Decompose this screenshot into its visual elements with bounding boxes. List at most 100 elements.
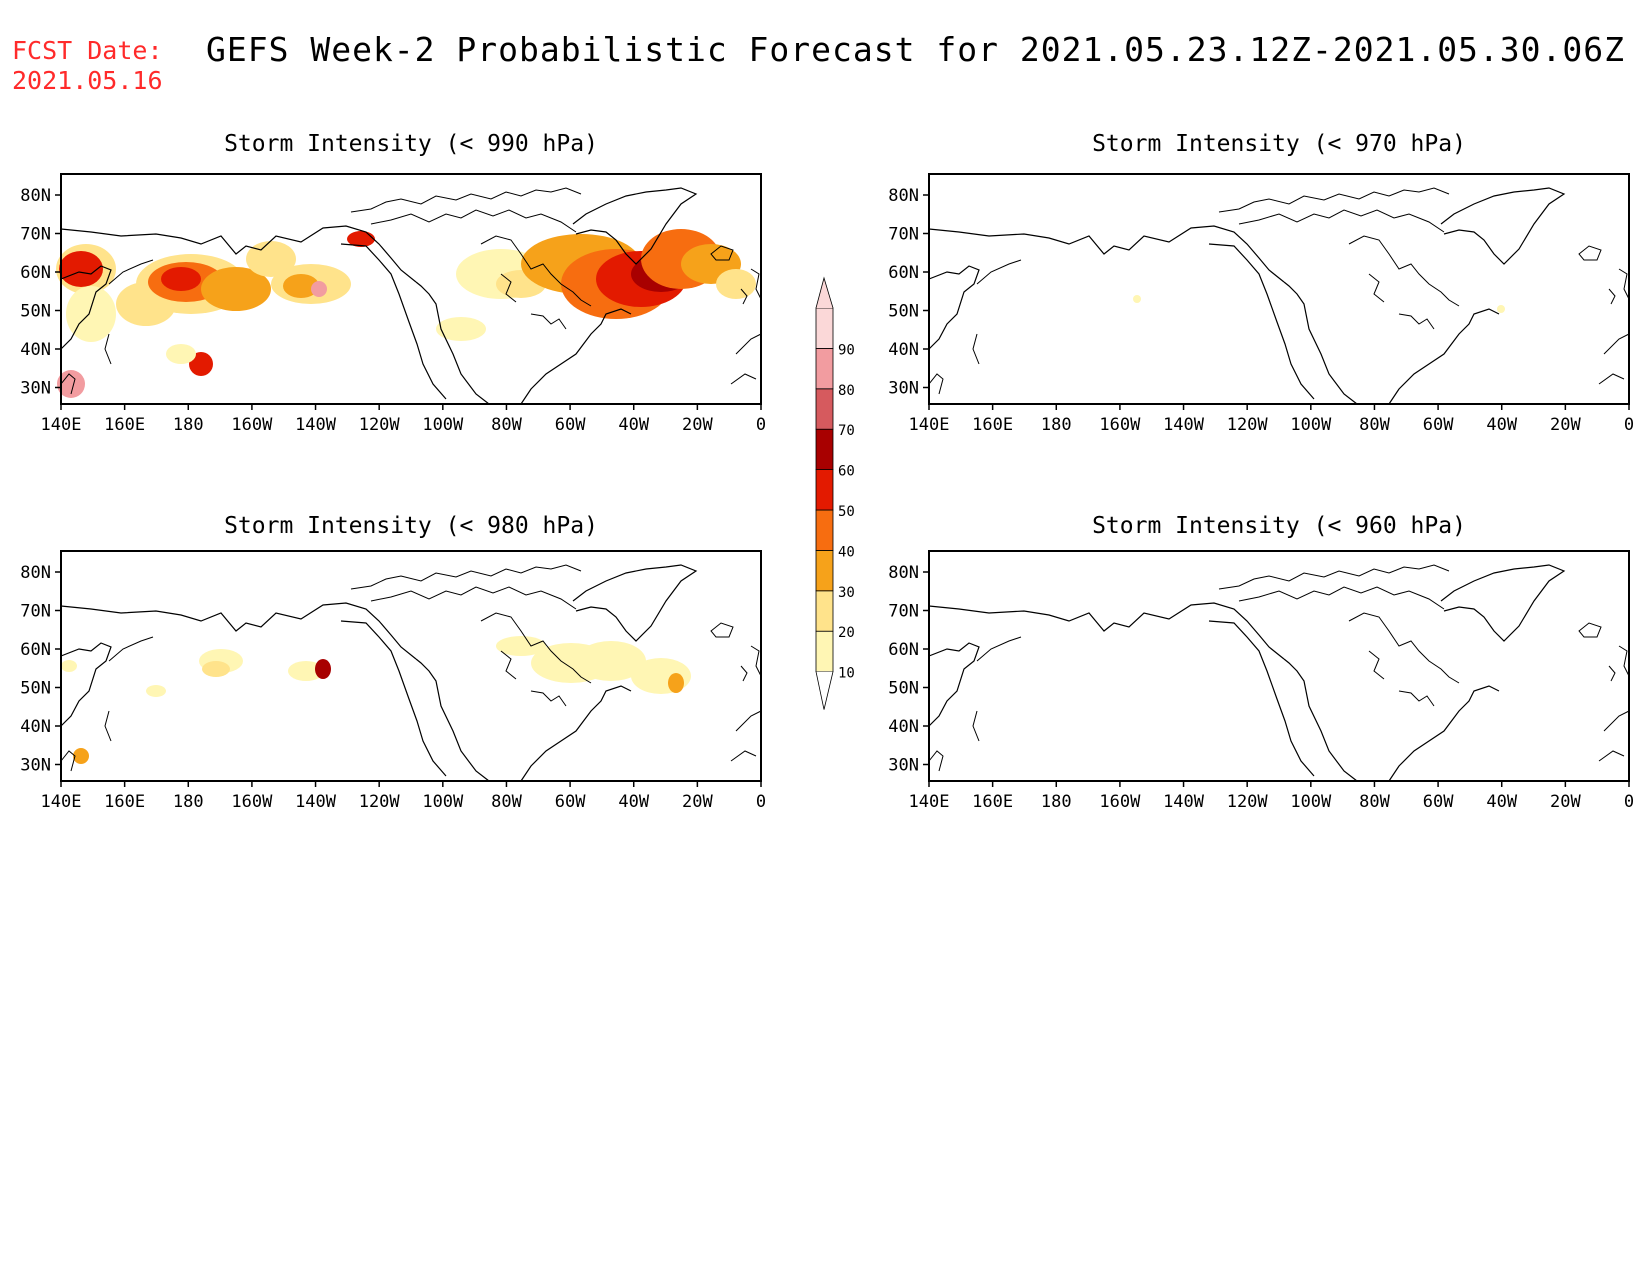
colorbar: 10 20 30 40 50 60 70 80 90 [815, 276, 855, 710]
x-tick-label: 160W [231, 792, 273, 812]
probability-area [496, 636, 546, 656]
probability-area [288, 661, 324, 681]
map-panel-p980: 140E 160E 180 160W 140W 120W 100W 80W 60W 40W 20W 0… [20, 550, 766, 812]
map-frame [928, 550, 1630, 782]
panel-title-970: Storm Intensity (< 970 hPa) [1092, 131, 1466, 157]
x-tick-label: 140W [1163, 415, 1205, 435]
colorbar-swatch [815, 509, 834, 551]
probability-area [201, 267, 271, 311]
x-tick-label: 160W [1099, 792, 1141, 812]
x-tick-label: 180 [1041, 415, 1072, 435]
x-tick-label: 140E [41, 415, 82, 435]
y-tick-label: 40N [888, 340, 919, 360]
y-tick-label: 40N [20, 340, 51, 360]
probability-area [246, 241, 296, 277]
y-tick-label: 50N [20, 302, 51, 322]
y-tick-label: 30N [20, 379, 51, 399]
x-tick-label: 160E [972, 415, 1013, 435]
y-tick-label: 30N [888, 756, 919, 776]
probability-area [161, 267, 201, 291]
colorbar-label: 40 [838, 544, 855, 560]
probability-area [668, 673, 684, 693]
x-tick-label: 140W [295, 415, 337, 435]
probability-area [59, 251, 103, 287]
map-panel-p990: 140E 160E 180 160W 140W 120W 100W 80W 60W 40W 20W 0… [20, 173, 766, 435]
x-tick-label: 60W [1423, 415, 1454, 435]
y-tick-label: 50N [20, 679, 51, 699]
colorbar-swatch [815, 549, 834, 592]
x-tick-label: 140E [909, 792, 950, 812]
y-tick-label: 30N [20, 756, 51, 776]
x-tick-label: 0 [756, 415, 766, 435]
x-tick-label: 140W [295, 792, 337, 812]
map-frame [60, 173, 762, 405]
map-panel-p970: 140E 160E 180 160W 140W 120W 100W 80W 60W 40W 20W 0… [888, 173, 1634, 435]
x-tick-label: 60W [555, 415, 586, 435]
x-tick-label: 160E [104, 792, 145, 812]
probability-area [315, 659, 331, 679]
x-tick-label: 160W [231, 415, 273, 435]
x-tick-label: 160W [1099, 415, 1141, 435]
x-tick-label: 100W [422, 792, 464, 812]
probability-area [73, 748, 89, 764]
forecast-date-block: FCST Date: 2021.05.16 [12, 36, 163, 96]
x-tick-label: 60W [555, 792, 586, 812]
colorbar-label: 30 [838, 585, 855, 601]
colorbar-label: 60 [838, 464, 855, 480]
colorbar-label: 20 [838, 625, 855, 641]
x-tick-label: 120W [359, 415, 401, 435]
colorbar-swatch [815, 428, 834, 470]
x-tick-label: 20W [1550, 415, 1581, 435]
colorbar-label: 90 [838, 342, 855, 358]
probability-area [283, 274, 319, 298]
colorbar-label: 80 [838, 383, 855, 399]
probability-area [166, 344, 196, 364]
colorbar-bottom-arrow [815, 671, 834, 710]
x-tick-label: 0 [756, 792, 766, 812]
x-tick-label: 40W [618, 792, 649, 812]
y-tick-label: 60N [20, 640, 51, 660]
x-tick-label: 120W [1227, 792, 1269, 812]
x-tick-label: 180 [173, 415, 204, 435]
x-tick-label: 120W [359, 792, 401, 812]
probability-area [436, 317, 486, 341]
map-frame [60, 550, 762, 782]
map-panel-p960: 140E 160E 180 160W 140W 120W 100W 80W 60W 40W 20W 0… [888, 550, 1634, 812]
probability-area [202, 661, 230, 677]
x-tick-label: 100W [422, 415, 464, 435]
y-tick-label: 40N [888, 717, 919, 737]
colorbar-swatch [815, 630, 834, 673]
x-tick-label: 160E [104, 415, 145, 435]
probability-area [1497, 305, 1505, 313]
y-tick-label: 50N [888, 679, 919, 699]
x-tick-label: 100W [1290, 792, 1332, 812]
colorbar-label: 70 [838, 423, 855, 439]
x-tick-label: 100W [1290, 415, 1332, 435]
x-tick-label: 80W [491, 415, 522, 435]
x-tick-label: 20W [682, 415, 713, 435]
y-tick-label: 30N [888, 379, 919, 399]
probability-area [189, 352, 213, 376]
panel-title-990: Storm Intensity (< 990 hPa) [224, 131, 598, 157]
x-tick-label: 120W [1227, 415, 1269, 435]
y-tick-label: 80N [20, 563, 51, 583]
x-tick-label: 20W [682, 792, 713, 812]
x-tick-label: 20W [1550, 792, 1581, 812]
x-tick-label: 40W [1486, 792, 1517, 812]
y-tick-label: 70N [20, 225, 51, 245]
y-tick-label: 70N [888, 225, 919, 245]
x-tick-label: 60W [1423, 792, 1454, 812]
x-tick-label: 0 [1624, 415, 1634, 435]
probability-area [347, 231, 375, 247]
probability-area [57, 370, 85, 398]
x-tick-label: 140W [1163, 792, 1205, 812]
x-tick-label: 40W [1486, 415, 1517, 435]
x-tick-label: 80W [491, 792, 522, 812]
colorbar-swatch [815, 469, 834, 511]
x-tick-label: 80W [1359, 415, 1390, 435]
x-tick-label: 80W [1359, 792, 1390, 812]
probability-area [66, 286, 116, 342]
x-tick-label: 40W [618, 415, 649, 435]
x-tick-label: 140E [41, 792, 82, 812]
colorbar-label: 10 [838, 666, 855, 682]
